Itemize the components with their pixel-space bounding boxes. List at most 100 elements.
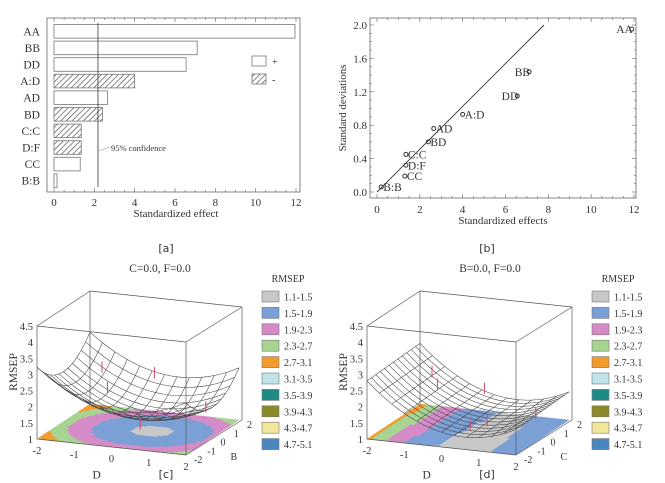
- bar-BD: [53, 107, 103, 122]
- x-tick-label: 2: [183, 462, 188, 473]
- x-tick-label: 2: [417, 204, 423, 216]
- legend-swatch: [261, 405, 280, 418]
- legend-swatch: [261, 323, 280, 336]
- z-tick-label: 2.5: [20, 387, 33, 398]
- point-label: B:B: [383, 182, 402, 194]
- category-label: B:B: [21, 176, 40, 188]
- legend-swatch: [261, 339, 280, 352]
- legend-label: 3.9-4.3: [614, 407, 642, 418]
- legend-swatch: [261, 389, 280, 401]
- legend-swatch: [591, 339, 610, 352]
- fit-line: [376, 24, 545, 193]
- plot-title: B=0.0, F=0.0: [459, 263, 521, 275]
- y-tick-label: -2: [524, 455, 532, 466]
- point-label: CC: [407, 171, 423, 183]
- z-tick-label: 2: [28, 403, 33, 414]
- y-tick-label: 1.6: [353, 53, 367, 65]
- point-BB: [526, 69, 532, 75]
- z-tick-label: 1.5: [20, 419, 33, 430]
- legend-swatch: [591, 323, 610, 336]
- x-tick-label: 0: [439, 454, 444, 465]
- z-tick-label: 3.5: [350, 354, 363, 365]
- y-tick-label: -2: [194, 455, 202, 466]
- z-tick-label: 1: [28, 435, 33, 446]
- legend-label: 4.7-5.1: [284, 440, 312, 451]
- point-label: BB: [515, 67, 531, 79]
- legend-label-plus: +: [272, 57, 278, 68]
- legend-swatch: [261, 372, 280, 385]
- y-tick-label: 0: [221, 438, 226, 449]
- plot-frame: [369, 17, 637, 199]
- point-AD: [431, 126, 437, 132]
- box-edge: [366, 325, 517, 343]
- confidence-leader: [97, 146, 111, 152]
- bar-AA: [53, 24, 296, 39]
- bar-CC: [53, 156, 81, 172]
- z-tick-label: 3: [358, 370, 363, 381]
- surface-wire: [406, 352, 556, 410]
- legend-swatch: [261, 438, 280, 450]
- y-tick-label: 2: [247, 420, 252, 431]
- y-axis-label: Standard deviations: [337, 64, 349, 151]
- x-tick-label: 6: [503, 204, 509, 216]
- y-tick-label: 1: [234, 429, 239, 440]
- x-tick-label: -2: [33, 446, 42, 457]
- box-edge: [89, 290, 243, 308]
- x-tick-label: 0: [109, 454, 114, 465]
- category-label: C:C: [21, 126, 40, 138]
- y-tick-label: 1.2: [353, 87, 367, 99]
- y-tick-label: 0.8: [353, 120, 367, 132]
- legend-swatch: [591, 405, 610, 418]
- plot-frame: [46, 17, 301, 193]
- y-axis-label: B: [231, 452, 238, 463]
- x-axis-label: Standardized effect: [133, 208, 218, 220]
- point-BD: [425, 139, 431, 145]
- box-edge: [515, 306, 573, 343]
- legend-label: 1.5-1.9: [284, 309, 312, 320]
- x-tick-label: -1: [70, 450, 79, 461]
- surface-wire: [36, 332, 91, 376]
- legend-title: RMSEP: [602, 274, 635, 285]
- z-tick-label: 2.5: [350, 387, 363, 398]
- panel-label-c: [c]: [159, 468, 174, 481]
- x-tick-label: 12: [629, 204, 640, 216]
- box-edge: [366, 290, 421, 327]
- legend-label: 1.1-1.5: [614, 293, 642, 304]
- z-tick-label: 4: [28, 338, 34, 349]
- x-tick-label: 4: [132, 197, 138, 209]
- x-axis-label: Standardized effects: [458, 215, 547, 227]
- category-label: DD: [23, 60, 40, 72]
- surface-wire: [410, 349, 561, 407]
- legend-swatch-minus: [251, 73, 267, 85]
- legend-label: 3.5-3.9: [284, 391, 312, 402]
- point-AA: [629, 26, 635, 32]
- y-tick-label: 0.0: [353, 187, 367, 199]
- category-label: A:D: [20, 76, 40, 88]
- x-axis-label: D: [92, 469, 100, 481]
- point-DD: [514, 93, 520, 99]
- legend-title: RMSEP: [272, 274, 305, 285]
- bar-AD: [53, 90, 108, 105]
- point-label: A:D: [465, 109, 485, 121]
- x-tick-label: -2: [363, 446, 372, 457]
- point-label: AA: [616, 24, 633, 36]
- z-tick-label: 3.5: [20, 354, 33, 365]
- point-label: D:F: [408, 160, 426, 172]
- bar-BB: [53, 40, 198, 56]
- surface-wire: [85, 341, 235, 388]
- point-label: C:C: [408, 149, 427, 161]
- legend-label: 3.5-3.9: [614, 391, 642, 402]
- surface-wire: [72, 363, 222, 410]
- panel-label-a: [a]: [158, 242, 173, 255]
- box-edge: [185, 306, 243, 343]
- legend-label: 2.3-2.7: [284, 342, 312, 353]
- surface-wire: [185, 367, 240, 412]
- x-tick-label: 1: [146, 458, 151, 469]
- y-tick-label: 1: [564, 429, 569, 440]
- x-tick-label: 0: [374, 204, 380, 216]
- x-tick-label: 4: [460, 204, 466, 216]
- legend-swatch: [591, 290, 610, 303]
- point-label: DD: [502, 91, 519, 103]
